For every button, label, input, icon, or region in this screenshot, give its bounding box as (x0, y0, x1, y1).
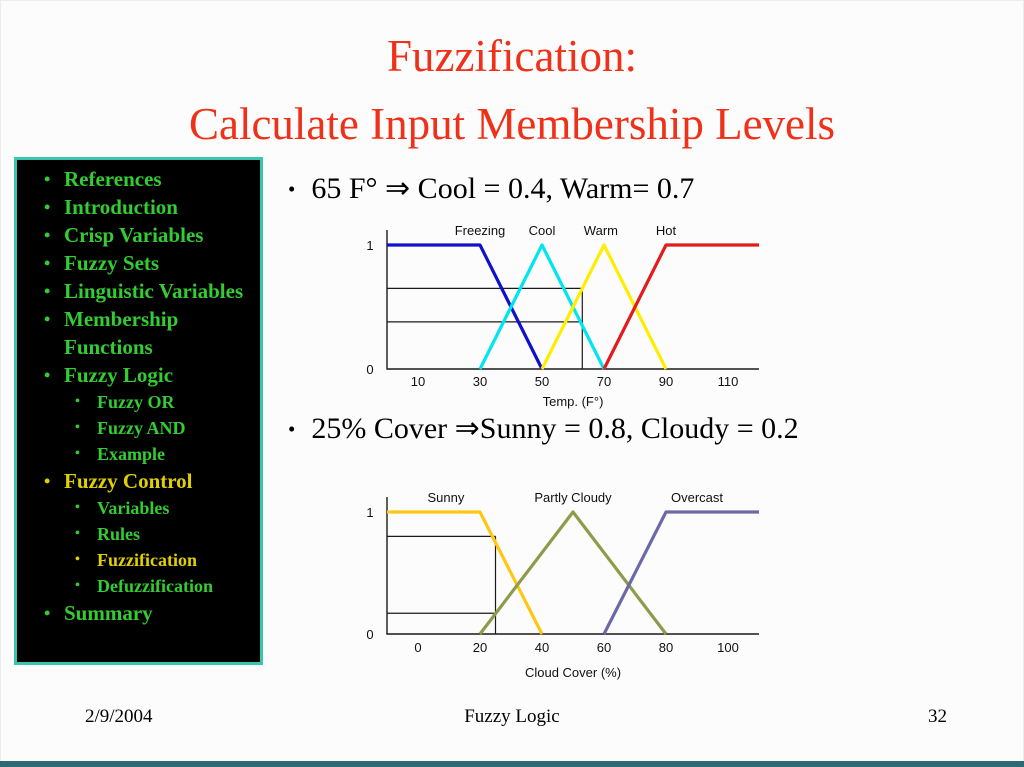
sidebar-item-defuzzification[interactable]: • Defuzzification (17, 573, 260, 599)
bullet-icon: • (44, 281, 51, 301)
sidebar-item-example[interactable]: • Example (17, 441, 260, 467)
curve-label: Sunny (427, 490, 464, 505)
bullet-icon: • (44, 471, 51, 491)
x-tick-label: 70 (597, 374, 611, 389)
sidebar-item-variables[interactable]: • Variables (17, 495, 260, 521)
axis-spine (386, 230, 759, 370)
bullet-icon: • (44, 253, 51, 273)
axis-spine (386, 497, 759, 635)
sidebar-item-label: Rules (97, 524, 141, 544)
sidebar-item-label: Fuzzy Control (64, 469, 193, 493)
sidebar-item-label: Defuzzification (97, 576, 213, 596)
x-tick-label: 60 (597, 640, 611, 655)
title-line-2: Calculate Input Membership Levels (188, 99, 836, 149)
curve-label: Cool (529, 226, 556, 238)
bullet-icon: • (44, 365, 51, 385)
x-tick-label: 110 (718, 374, 739, 389)
series-sunny-line (387, 510, 544, 635)
sidebar-item-label: Fuzzification (97, 550, 197, 570)
curve-label: Freezing (455, 226, 506, 238)
bullet-icon: • (75, 578, 80, 593)
bullet-icon: • (288, 177, 296, 201)
bullet-icon: • (75, 500, 80, 515)
series-cool-line (478, 243, 606, 370)
x-tick-label: 40 (535, 640, 549, 655)
sidebar-item-label: Variables (97, 498, 170, 518)
sidebar-item-label: References (64, 167, 162, 191)
footer-page-number: 32 (928, 706, 947, 727)
sidebar-item-fuzzy-or[interactable]: • Fuzzy OR (17, 389, 260, 415)
sidebar-item-label: Summary (64, 601, 153, 625)
series-freezing-line (387, 243, 544, 370)
x-tick-label: 20 (473, 640, 487, 655)
bullet-icon: • (288, 417, 296, 441)
sidebar-item-membership-functions[interactable]: • Membership Functions (17, 305, 260, 361)
sidebar-item-introduction[interactable]: • Introduction (17, 193, 260, 221)
bullet-icon: • (44, 197, 51, 217)
sidebar-item-label: Fuzzy Logic (64, 363, 174, 387)
curve-label: Warm (584, 226, 618, 238)
x-tick-label: 80 (659, 640, 673, 655)
sidebar-item-summary[interactable]: • Summary (17, 599, 260, 627)
footer-presentation-title: Fuzzy Logic (464, 706, 560, 727)
sidebar-item-label: Fuzzy AND (97, 418, 186, 438)
curve-label: Hot (656, 226, 677, 238)
curve-label: Overcast (671, 490, 723, 505)
x-tick-label: 30 (473, 374, 487, 389)
sidebar-item-label: Linguistic Variables (64, 279, 244, 303)
sidebar-item-rules[interactable]: • Rules (17, 521, 260, 547)
sidebar-item-label: Fuzzy OR (97, 392, 175, 412)
bullet-cloud-cover: • 25% Cover ⇒Sunny = 0.8, Cloudy = 0.2 (288, 410, 799, 448)
bullet-icon: • (44, 225, 51, 245)
x-tick-label: 0 (414, 640, 421, 655)
x-axis-label: Cloud Cover (%) (525, 665, 621, 680)
y-tick-label: 1 (366, 238, 373, 253)
bullet-temperature-text: 65 F° ⇒ Cool = 0.4, Warm= 0.7 (311, 172, 695, 205)
x-tick-label: 90 (659, 374, 673, 389)
title-line-1: Fuzzification: (387, 31, 637, 81)
bullet-icon: • (44, 169, 51, 189)
sidebar-item-crisp-variables[interactable]: • Crisp Variables (17, 221, 260, 249)
slide-title: Fuzzification: Calculate Input Membershi… (0, 22, 1024, 158)
y-tick-label: 1 (366, 505, 373, 520)
series-warm-line (540, 243, 668, 370)
bullet-icon: • (75, 552, 80, 567)
sidebar-item-label: Membership Functions (64, 307, 179, 359)
x-tick-label: 100 (717, 640, 739, 655)
sidebar-item-fuzzy-sets[interactable]: • Fuzzy Sets (17, 249, 260, 277)
bullet-icon: • (75, 526, 80, 541)
bullet-icon: • (44, 309, 51, 329)
sidebar-item-fuzzy-and[interactable]: • Fuzzy AND (17, 415, 260, 441)
sidebar-item-label: Introduction (64, 195, 178, 219)
y-tick-label: 0 (366, 627, 373, 642)
series-overcast-line (602, 510, 759, 635)
bullet-icon: • (75, 394, 80, 409)
sidebar-item-label: Example (97, 444, 166, 464)
footer-date: 2/9/2004 (85, 706, 153, 727)
series-hot-line (602, 243, 759, 370)
curve-label: Partly Cloudy (534, 490, 612, 505)
bullet-icon: • (44, 603, 51, 623)
x-tick-label: 10 (411, 374, 425, 389)
bullet-cloud-cover-text: 25% Cover ⇒Sunny = 0.8, Cloudy = 0.2 (311, 412, 799, 445)
y-tick-label: 0 (366, 362, 373, 377)
bullet-icon: • (75, 446, 80, 461)
series-partly-cloudy-line (478, 510, 668, 635)
sidebar-item-references[interactable]: • References (17, 165, 260, 193)
sidebar-item-linguistic-variables[interactable]: • Linguistic Variables (17, 277, 260, 305)
bullet-icon: • (75, 420, 80, 435)
sidebar-item-fuzzification[interactable]: • Fuzzification (17, 547, 260, 573)
player-progress-bar (0, 761, 1024, 767)
outline-sidebar: • References • Introduction • Crisp Variables… (14, 157, 263, 665)
sidebar-item-label: Crisp Variables (64, 223, 204, 247)
x-axis-label: Temp. (F°) (543, 394, 604, 409)
sidebar-item-fuzzy-control[interactable]: • Fuzzy Control (17, 467, 260, 495)
bullet-temperature: • 65 F° ⇒ Cool = 0.4, Warm= 0.7 (288, 170, 694, 208)
sidebar-item-label: Fuzzy Sets (64, 251, 160, 275)
sidebar-item-fuzzy-logic[interactable]: • Fuzzy Logic (17, 361, 260, 389)
x-tick-label: 50 (535, 374, 549, 389)
